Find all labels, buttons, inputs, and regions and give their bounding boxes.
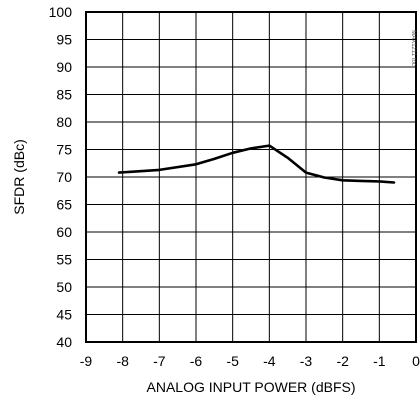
x-tick-label: -5 bbox=[226, 353, 239, 369]
grid-lines bbox=[86, 12, 416, 342]
y-axis-tick-labels: 40 45 50 55 60 65 70 75 80 85 90 95 100 bbox=[49, 4, 73, 350]
x-tick-label: -7 bbox=[153, 353, 166, 369]
data-series bbox=[117, 144, 396, 184]
plot-frame bbox=[85, 11, 417, 343]
y-axis-title: SFDR (dBc) bbox=[11, 139, 27, 214]
y-tick-label: 55 bbox=[56, 252, 72, 268]
y-tick-label: 75 bbox=[56, 142, 72, 158]
x-axis-tick-labels: -9 -8 -7 -6 -5 -4 -3 -2 -1 0 bbox=[80, 353, 420, 369]
y-tick-label: 60 bbox=[56, 224, 72, 240]
y-tick-label: 40 bbox=[56, 334, 72, 350]
y-tick-label: 80 bbox=[56, 114, 72, 130]
y-tick-label: 45 bbox=[56, 307, 72, 323]
x-tick-label: -9 bbox=[80, 353, 93, 369]
y-tick-label: 50 bbox=[56, 279, 72, 295]
figure-code: MAX1211 toc bbox=[410, 30, 416, 66]
x-tick-label: -6 bbox=[190, 353, 203, 369]
y-tick-label: 90 bbox=[56, 59, 72, 75]
x-tick-label: 0 bbox=[412, 353, 420, 369]
y-tick-label: 85 bbox=[56, 87, 72, 103]
x-tick-label: -3 bbox=[300, 353, 313, 369]
x-tick-label: -1 bbox=[373, 353, 386, 369]
x-axis-title: ANALOG INPUT POWER (dBFS) bbox=[147, 379, 356, 395]
y-tick-label: 100 bbox=[49, 4, 73, 20]
y-tick-label: 95 bbox=[56, 32, 72, 48]
x-tick-label: -8 bbox=[116, 353, 129, 369]
x-tick-label: -2 bbox=[336, 353, 349, 369]
sfdr-series-line bbox=[117, 144, 396, 184]
x-tick-label: -4 bbox=[263, 353, 276, 369]
y-tick-label: 65 bbox=[56, 197, 72, 213]
y-tick-label: 70 bbox=[56, 169, 72, 185]
